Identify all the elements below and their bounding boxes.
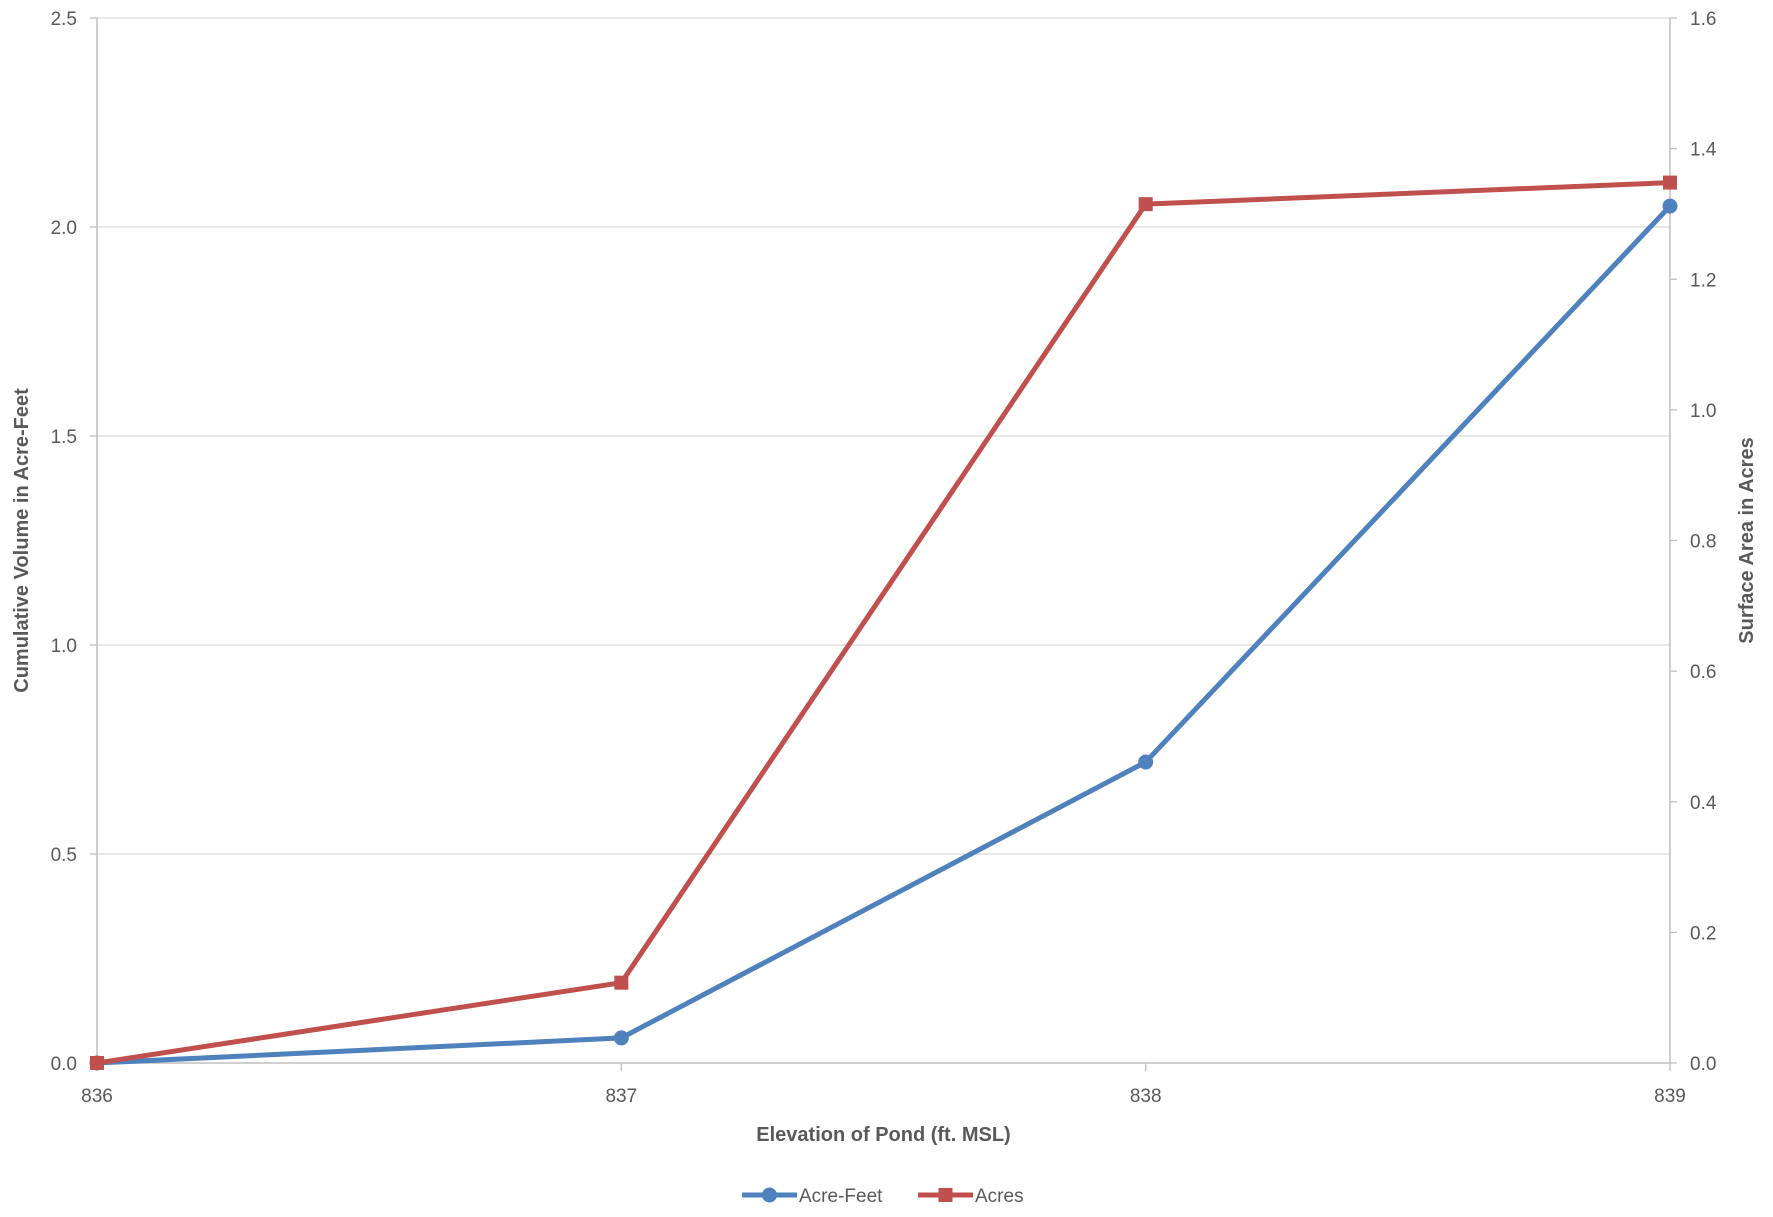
x-tick-label: 839 (1654, 1086, 1686, 1107)
x-tick-label: 838 (1130, 1086, 1162, 1107)
data-point-acre-feet (1138, 754, 1154, 770)
y-axis-right-title: Surface Area in Acres (1736, 437, 1758, 643)
tick-labels: 0.0 0.5 1.0 1.5 2.0 2.5 0.0 0.2 0.4 0.6 0.8 1.0 1.2 1… (51, 9, 1717, 1107)
y-right-tick-label: 0.6 (1690, 662, 1716, 683)
y-right-tick-label: 0.2 (1690, 923, 1716, 944)
y-left-tick-label: 0.0 (51, 1054, 77, 1075)
data-point-acres (90, 1056, 104, 1070)
y-left-tick-label: 1.0 (51, 636, 77, 657)
data-point-acres (1138, 197, 1153, 212)
y-right-tick-label: 0.0 (1690, 1054, 1716, 1075)
data-point-acres (1663, 175, 1677, 190)
data-point-acres (614, 975, 629, 990)
y-right-tick-label: 1.0 (1690, 401, 1716, 422)
y-left-tick-label: 0.5 (51, 845, 77, 866)
legend-label-acre-feet: Acre-Feet (799, 1186, 883, 1207)
gridlines (97, 17, 1670, 855)
series-line-acres (94, 180, 1673, 1066)
y-left-tick-label: 2.0 (51, 218, 77, 239)
x-tick-label: 837 (605, 1086, 637, 1107)
y-right-tick-label: 0.8 (1690, 532, 1716, 553)
y-left-tick-label: 2.5 (51, 9, 77, 30)
legend: Acre-Feet Acres (742, 1186, 1024, 1207)
axes (90, 17, 1677, 1071)
y-left-tick-label: 1.5 (51, 427, 77, 448)
data-point-acre-feet (613, 1030, 629, 1046)
series-layer (89, 175, 1678, 1071)
legend-marker-acre-feet (762, 1187, 777, 1203)
y-right-tick-label: 0.4 (1690, 793, 1717, 814)
y-axis-left-title: Cumulative Volume in Acre-Feet (11, 388, 33, 693)
data-point-acre-feet (1662, 198, 1678, 214)
y-right-tick-label: 1.2 (1690, 270, 1716, 291)
series-line-acre-feet (94, 203, 1673, 1066)
y-right-tick-label: 1.6 (1690, 9, 1716, 30)
y-right-tick-label: 1.4 (1690, 140, 1717, 161)
legend-marker-acres (938, 1188, 953, 1202)
x-axis-title: Elevation of Pond (ft. MSL) (756, 1124, 1010, 1146)
x-tick-label: 836 (81, 1086, 113, 1107)
legend-label-acres: Acres (975, 1186, 1024, 1207)
